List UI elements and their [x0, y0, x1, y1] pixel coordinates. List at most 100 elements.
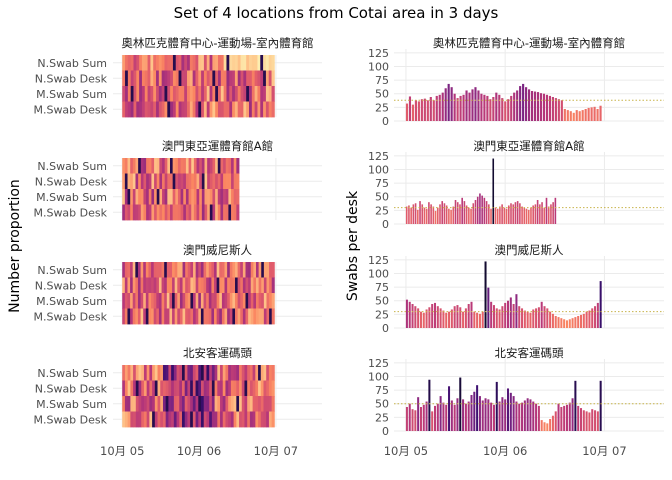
- heatmap-cell: [268, 55, 272, 71]
- heatmap-cell: [254, 55, 258, 71]
- heatmap-cell: [141, 380, 145, 397]
- heatmap-cell: [214, 411, 218, 428]
- heatmap-row-label: M.Swab Desk: [33, 310, 107, 323]
- heatmap-cell: [145, 277, 149, 294]
- heatmap-cell: [133, 396, 137, 412]
- heatmap-cell: [209, 158, 213, 174]
- heatmap-cell: [240, 101, 244, 118]
- bar: [448, 208, 450, 224]
- heatmap-cell: [162, 189, 166, 205]
- heatmap-cell: [212, 173, 216, 190]
- heatmap-cell: [221, 293, 225, 309]
- bar: [443, 203, 446, 224]
- bar: [430, 204, 432, 224]
- heatmap-cell: [133, 101, 137, 118]
- heatmap-cell: [177, 158, 182, 174]
- bar: [537, 405, 540, 431]
- heatmap-cell: [187, 411, 191, 428]
- heatmap-cell: [124, 158, 128, 174]
- bar: [526, 398, 529, 431]
- heatmap-cell: [250, 293, 254, 309]
- heatmap-cell: [200, 277, 204, 294]
- bar: [498, 94, 501, 121]
- heatmap-cell: [249, 411, 254, 428]
- heatmap-cell: [193, 189, 197, 205]
- heatmap-cell: [216, 277, 220, 294]
- bar: [492, 404, 495, 431]
- heatmap-cell: [127, 308, 131, 325]
- heatmap-cell: [209, 86, 213, 102]
- bar: [439, 204, 441, 224]
- bar: [473, 311, 476, 328]
- heatmap-cell: [219, 262, 223, 278]
- heatmap-cell: [137, 293, 141, 309]
- heatmap-cell: [144, 70, 148, 87]
- heatmap-cell: [130, 173, 134, 190]
- heatmap-cell: [215, 101, 219, 118]
- heatmap-cell: [220, 396, 224, 412]
- heatmap-cell: [132, 189, 136, 205]
- bar: [434, 210, 437, 224]
- heatmap-cell: [152, 411, 156, 428]
- heatmap-cell: [195, 262, 199, 278]
- heatmap-cell: [187, 277, 191, 294]
- heatmap-cell: [135, 308, 139, 325]
- heatmap-cell: [220, 189, 224, 205]
- y-tick-label: 125: [368, 47, 389, 60]
- heatmap-cell: [243, 86, 247, 102]
- heatmap-cell: [229, 70, 233, 87]
- heatmap-cell: [240, 277, 244, 294]
- heatmap-cell: [172, 101, 177, 118]
- heatmap-cell: [211, 277, 215, 294]
- heatmap-cell: [153, 262, 157, 278]
- heatmap-cell: [253, 277, 257, 294]
- heatmap-cell: [212, 86, 216, 102]
- heatmap-cell: [150, 70, 154, 87]
- heatmap-cell: [153, 55, 157, 71]
- heatmap-cell: [223, 173, 227, 190]
- bar: [535, 403, 538, 431]
- heatmap-cell: [243, 101, 247, 118]
- heatmap-cell: [164, 55, 168, 71]
- heatmap-cell: [185, 158, 189, 174]
- heatmap-cell: [228, 189, 232, 205]
- heatmap-cell: [133, 380, 137, 397]
- facet-title: 奧林匹克體育中心-運動場-室內體育館: [433, 36, 625, 50]
- heatmap-cell: [164, 262, 168, 278]
- heatmap-cell: [154, 411, 158, 428]
- bar: [445, 404, 448, 431]
- heatmap-cell: [164, 173, 168, 190]
- heatmap-cell: [209, 173, 213, 190]
- heatmap-cell: [167, 158, 171, 174]
- y-tick-label: 25: [375, 204, 389, 217]
- heatmap-cell: [122, 158, 126, 174]
- heatmap-cell: [268, 86, 272, 102]
- bar: [599, 281, 602, 328]
- bar: [462, 94, 465, 121]
- heatmap-cell: [240, 308, 244, 325]
- bar: [414, 203, 417, 224]
- heatmap-cell: [201, 70, 205, 87]
- heatmap-cell: [159, 158, 163, 174]
- heatmap-cell: [265, 55, 270, 71]
- heatmap-cell: [151, 189, 155, 205]
- bar: [590, 107, 593, 121]
- bar: [514, 202, 517, 224]
- y-tick-label: 50: [375, 295, 389, 308]
- bar: [523, 310, 526, 328]
- heatmap-cell: [170, 70, 174, 87]
- heatmap-cell: [170, 55, 174, 71]
- heatmap-cell: [225, 396, 229, 412]
- heatmap-cell: [143, 365, 148, 381]
- bar: [441, 201, 444, 224]
- heatmap-cell: [239, 396, 243, 412]
- heatmap-cell: [258, 380, 262, 397]
- bar: [527, 209, 530, 224]
- bar: [568, 402, 571, 431]
- heatmap-cell: [204, 158, 208, 174]
- heatmap-cell: [255, 380, 259, 397]
- bar: [425, 401, 428, 431]
- bar: [417, 209, 419, 224]
- heatmap-cell: [165, 396, 169, 412]
- heatmap-cell: [231, 158, 235, 174]
